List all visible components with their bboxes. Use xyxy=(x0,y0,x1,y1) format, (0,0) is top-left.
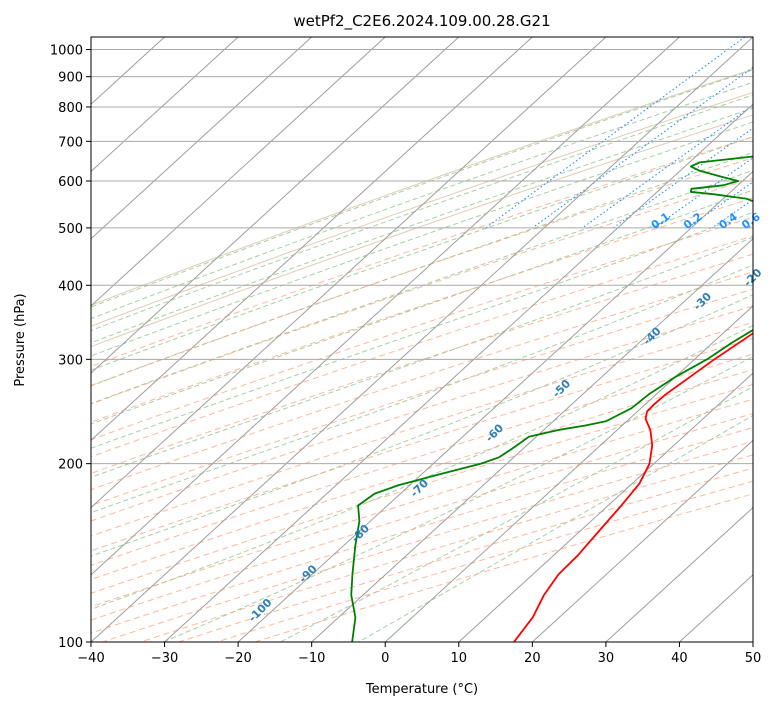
x-tick-label: 20 xyxy=(524,651,541,666)
dry-adiabat-line xyxy=(91,216,753,441)
y-tick-label: 300 xyxy=(58,353,83,368)
y-tick-label: 1000 xyxy=(50,44,83,59)
isotherm-line xyxy=(91,37,753,642)
isotherm-line xyxy=(311,237,753,642)
isotherm-line xyxy=(91,37,607,509)
x-tick-label: 50 xyxy=(745,651,762,666)
dewpoint-profile-line xyxy=(350,155,753,642)
isotherm-line xyxy=(91,37,313,240)
dry-adiabat-line xyxy=(91,114,753,348)
dry-adiabat-line xyxy=(102,440,753,642)
moist-adiabat-line xyxy=(91,294,753,557)
dry-adiabat-line xyxy=(91,136,753,367)
x-tick-label: 30 xyxy=(598,651,615,666)
isotherm-line xyxy=(91,37,680,576)
moist-adiabat-line xyxy=(91,264,753,514)
x-tick-label: −40 xyxy=(77,651,104,666)
plot-frame xyxy=(90,36,754,643)
isotherm-line xyxy=(91,37,533,442)
dry-adiabat-line xyxy=(91,288,753,507)
dry-adiabat-line xyxy=(91,253,753,474)
isotherm-line xyxy=(237,170,753,642)
grid xyxy=(91,37,753,642)
y-axis-label: Pressure (hPa) xyxy=(13,293,28,386)
dry-adiabat-line xyxy=(91,177,753,405)
y-tick-label: 400 xyxy=(58,279,83,294)
isotherm-line xyxy=(458,372,753,642)
x-axis-ticks: −40 −30 −20 −10 0 10 20 30 40 50 xyxy=(77,642,761,666)
x-axis-label: Temperature (°C) xyxy=(365,682,478,697)
moist-adiabat-line xyxy=(280,386,753,642)
moist-adiabat-line xyxy=(91,121,753,357)
profile-series xyxy=(350,155,753,642)
y-tick-label: 100 xyxy=(58,636,83,651)
moist-adiabat-line xyxy=(91,107,753,344)
x-tick-label: 0 xyxy=(381,651,389,666)
y-tick-label: 200 xyxy=(58,458,83,473)
moist-adiabat-line xyxy=(91,136,753,371)
mixing-ratio-line xyxy=(653,157,753,229)
dry-adiabat-line xyxy=(91,271,753,491)
isotherm-line xyxy=(91,37,239,173)
dry-adiabat-line xyxy=(91,427,753,634)
mixing-ratio-lines xyxy=(485,37,753,229)
dry-adiabat-line xyxy=(91,398,753,608)
x-tick-label: −30 xyxy=(151,651,178,666)
moist-adiabat-line xyxy=(91,236,753,478)
y-tick-label: 500 xyxy=(58,222,83,237)
y-axis-ticks: 100 200 300 400 500 600 700 800 900 1000 xyxy=(50,44,91,651)
x-tick-label: 40 xyxy=(671,651,688,666)
y-tick-label: 700 xyxy=(58,135,83,150)
dry-adiabat-line xyxy=(140,454,753,642)
dry-adiabat-line xyxy=(91,68,753,306)
isotherm-line xyxy=(531,439,753,642)
isotherm-line xyxy=(384,305,753,642)
dry-adiabat-line xyxy=(91,383,753,594)
chart-title: wetPf2_C2E6.2024.109.00.28.G21 xyxy=(293,12,550,31)
isotherm-line xyxy=(91,37,460,374)
dry-adiabat-line xyxy=(91,197,753,423)
y-tick-label: 600 xyxy=(58,175,83,190)
mixing-ratio-line xyxy=(532,66,753,229)
moist-adiabat-line xyxy=(91,69,753,308)
dry-adiabat-line xyxy=(91,91,753,327)
dry-adiabat-line xyxy=(91,321,753,537)
x-tick-label: 10 xyxy=(451,651,468,666)
isotherm-line xyxy=(605,506,753,642)
y-tick-label: 900 xyxy=(58,71,83,86)
temperature-profile-line xyxy=(513,332,753,642)
dry-adiabat-line xyxy=(91,412,753,621)
dry-adiabat-line xyxy=(91,157,753,387)
x-tick-label: −20 xyxy=(224,651,251,666)
isotherm-line xyxy=(91,37,386,307)
y-tick-label: 800 xyxy=(58,101,83,116)
isotherm-line xyxy=(164,103,753,642)
dry-adiabat-line xyxy=(91,235,753,458)
x-tick-label: −10 xyxy=(298,651,325,666)
dry-adiabat-line xyxy=(91,337,753,552)
mixing-ratio-line xyxy=(485,37,746,229)
moist-adiabat-line xyxy=(91,189,753,425)
